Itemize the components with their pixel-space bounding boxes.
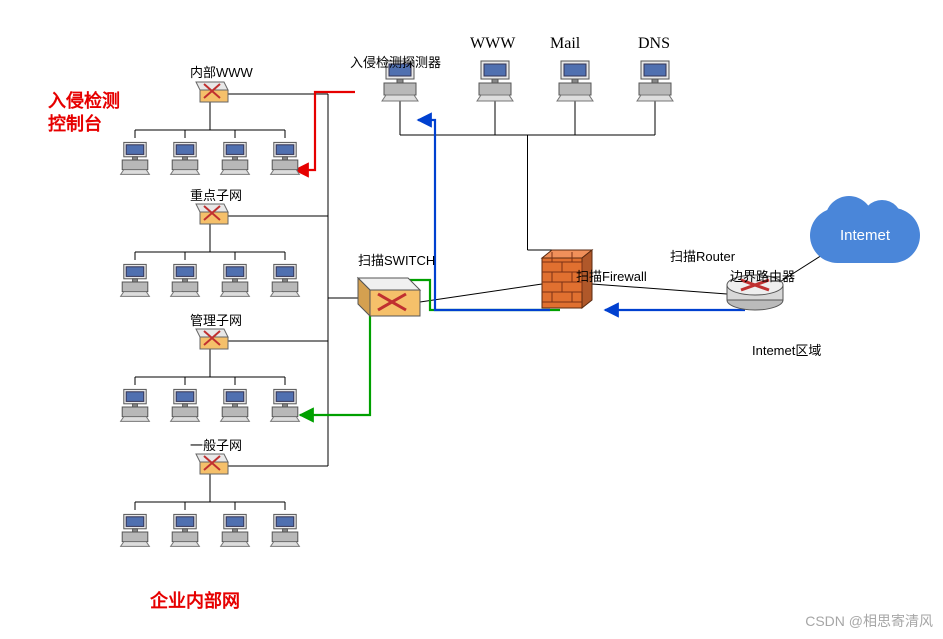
workstation: [221, 389, 250, 421]
gen-subnet-label: 一般子网: [190, 435, 242, 454]
ids-probe-label: 入侵检测探测器: [350, 52, 441, 71]
scan-router-label: 扫描Router: [670, 246, 735, 265]
workstation: [271, 514, 300, 546]
watermark: CSDN @相思寄清风: [805, 611, 933, 631]
workstation: [171, 514, 200, 546]
key-subnet-label: 重点子网: [190, 185, 242, 204]
workstation: [171, 389, 200, 421]
workstation: [271, 389, 300, 421]
workstation: [121, 264, 150, 296]
dns-label: DNS: [638, 35, 670, 53]
server: [477, 61, 513, 101]
inner-www-label: 内部WWW: [190, 62, 253, 81]
internet-zone-label: Intemet区域: [752, 340, 821, 359]
workstation: [171, 264, 200, 296]
core-switch: [358, 278, 420, 316]
subnet-switch: [196, 82, 228, 102]
server: [557, 61, 593, 101]
network-diagram-canvas: [0, 0, 943, 639]
workstation: [171, 142, 200, 174]
workstation: [121, 142, 150, 174]
workstation: [221, 514, 250, 546]
workstation: [271, 264, 300, 296]
internet-cloud: Intemet: [810, 208, 920, 263]
workstation: [221, 142, 250, 174]
scan-firewall-label: 扫描Firewall: [576, 266, 647, 285]
scan-switch-label: 扫描SWITCH: [358, 250, 435, 269]
subnet-switch: [196, 329, 228, 349]
subnet-switch: [196, 454, 228, 474]
workstation: [121, 514, 150, 546]
workstation: [121, 389, 150, 421]
workstation: [221, 264, 250, 296]
workstation: [271, 142, 300, 174]
server: [637, 61, 673, 101]
edge-router-label: 边界路由器: [730, 266, 795, 285]
red-console-label: 入侵检测 控制台: [48, 90, 120, 137]
mgmt-subnet-label: 管理子网: [190, 310, 242, 329]
mail-label: Mail: [550, 35, 580, 53]
red-intranet-label: 企业内部网: [150, 590, 240, 613]
www-label: WWW: [470, 35, 515, 53]
subnet-switch: [196, 204, 228, 224]
